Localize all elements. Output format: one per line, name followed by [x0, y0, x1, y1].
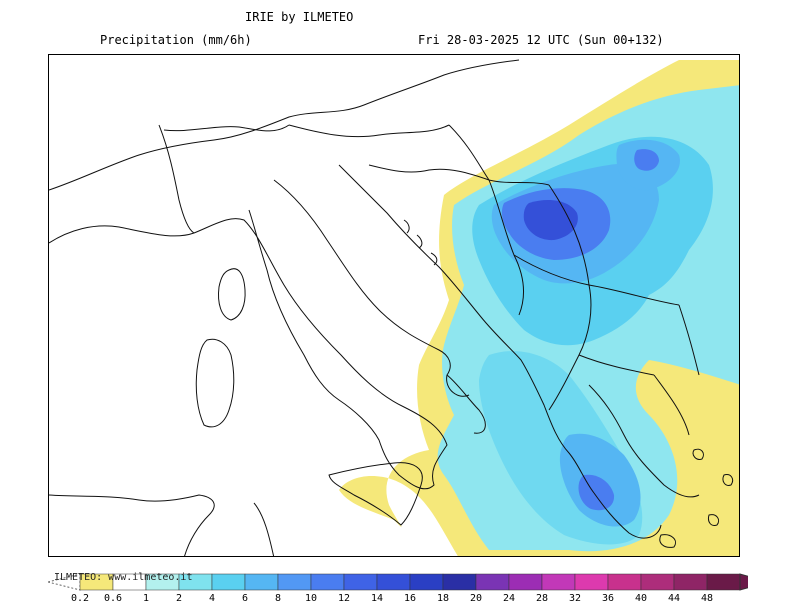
map-canvas — [49, 59, 739, 556]
legend-label: 2 — [175, 593, 183, 604]
legend-label: 48 — [700, 593, 714, 604]
legend-swatch — [310, 573, 345, 591]
legend-swatch — [541, 573, 576, 591]
legend-label: 4 — [208, 593, 216, 604]
sicily-coastline — [328, 462, 423, 526]
hungary-border — [448, 124, 550, 186]
legend-label: 6 — [241, 593, 249, 604]
france-border — [158, 124, 195, 234]
variable-label: Precipitation (mm/6h) — [100, 33, 252, 47]
credit-text: ILMETEO: www.ilmeteo.it — [54, 572, 193, 583]
legend-label: 16 — [403, 593, 417, 604]
italy-coastline — [49, 209, 448, 490]
legend-label: 0.2 — [70, 593, 90, 604]
legend-swatch — [475, 573, 510, 591]
greece-coastline — [588, 374, 700, 498]
alpine-borders — [49, 59, 520, 191]
precipitation-map — [48, 54, 740, 557]
coastlines-and-borders — [49, 59, 734, 556]
legend-label: 24 — [502, 593, 516, 604]
legend-swatch — [607, 573, 642, 591]
sardinia-coastline — [195, 338, 235, 428]
austria-border — [288, 124, 450, 138]
legend-label: 12 — [337, 593, 351, 604]
legend-swatch — [343, 573, 378, 591]
legend-swatch — [640, 573, 675, 591]
switzerland-border — [163, 124, 290, 132]
legend-label: 32 — [568, 593, 582, 604]
legend-swatch — [376, 573, 411, 591]
legend-label: 40 — [634, 593, 648, 604]
valid-time-label: Fri 28-03-2025 12 UTC (Sun 00+132) — [418, 33, 664, 47]
legend-label: 14 — [370, 593, 384, 604]
legend-swatch — [508, 573, 543, 591]
slovenia-croatia-border — [368, 164, 490, 181]
legend-label: 0.6 — [103, 593, 123, 604]
legend-label: 28 — [535, 593, 549, 604]
legend-swatch — [706, 573, 741, 591]
precipitation-field — [339, 60, 739, 556]
legend-swatch — [244, 573, 279, 591]
italy-heel — [446, 374, 486, 434]
tunisia-border — [253, 502, 275, 556]
legend-swatches — [79, 573, 741, 591]
legend-label: 20 — [469, 593, 483, 604]
legend-label: 10 — [304, 593, 318, 604]
legend-label: 8 — [274, 593, 282, 604]
map-title: IRIE by ILMETEO — [245, 10, 354, 24]
legend-swatch — [277, 573, 312, 591]
legend-label: 36 — [601, 593, 615, 604]
precip-blue-east-max — [634, 149, 659, 171]
croatian-islands — [403, 219, 438, 266]
legend-swatch — [574, 573, 609, 591]
balkan-coastline — [338, 164, 662, 539]
legend-label: 1 — [142, 593, 150, 604]
precipitation-legend: 0.2 0.6 1 2 4 6 8 10 12 14 16 18 20 24 28 32 36 40 44 48 — [48, 573, 748, 610]
legend-label: 44 — [667, 593, 681, 604]
corsica-coastline — [218, 268, 246, 321]
legend-swatch — [442, 573, 477, 591]
legend-label: 18 — [436, 593, 450, 604]
legend-swatch — [673, 573, 708, 591]
aegean-islands — [659, 448, 734, 548]
north-africa-coast — [49, 494, 215, 556]
balkan-borders — [488, 179, 700, 411]
legend-swatch — [211, 573, 246, 591]
legend-colorbar — [48, 573, 748, 591]
legend-high-triangle — [739, 573, 748, 591]
legend-swatch — [409, 573, 444, 591]
